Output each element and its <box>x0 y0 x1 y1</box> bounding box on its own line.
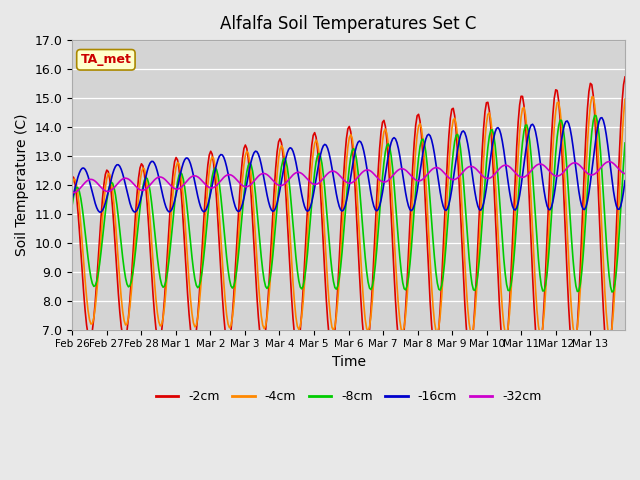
Text: TA_met: TA_met <box>81 53 131 66</box>
Legend: -2cm, -4cm, -8cm, -16cm, -32cm: -2cm, -4cm, -8cm, -16cm, -32cm <box>150 385 547 408</box>
X-axis label: Time: Time <box>332 355 365 369</box>
Y-axis label: Soil Temperature (C): Soil Temperature (C) <box>15 114 29 256</box>
Title: Alfalfa Soil Temperatures Set C: Alfalfa Soil Temperatures Set C <box>220 15 477 33</box>
